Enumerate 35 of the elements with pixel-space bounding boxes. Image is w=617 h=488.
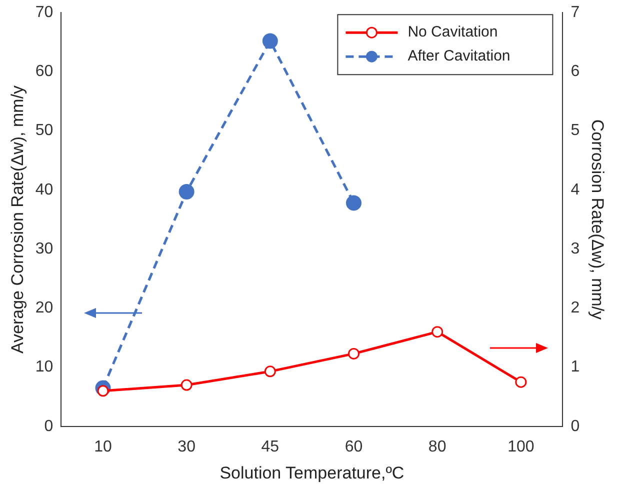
x-tick-label: 45 bbox=[261, 438, 280, 456]
legend-label: No Cavitation bbox=[408, 24, 498, 41]
x-tick-label: 60 bbox=[344, 438, 363, 456]
y2-tick-label: 6 bbox=[570, 63, 580, 80]
point bbox=[180, 379, 192, 391]
y-tick-label: 30 bbox=[35, 240, 54, 258]
y2-tick-label: 4 bbox=[570, 181, 580, 198]
point bbox=[348, 348, 360, 360]
y2-tick-label: 0 bbox=[570, 418, 580, 435]
point bbox=[178, 184, 194, 200]
x-axis-title: Solution Temperature,ºC bbox=[220, 463, 404, 482]
x-tick-label: 10 bbox=[94, 438, 112, 456]
y-tick-label: 20 bbox=[35, 300, 54, 317]
y2-tick-label: 2 bbox=[570, 300, 580, 317]
point bbox=[346, 195, 362, 211]
y-tick-label: 40 bbox=[35, 181, 54, 198]
y2-tick-label: 1 bbox=[570, 358, 580, 376]
y2-axis-title: Corrosion Rate(Δw), mm/y bbox=[588, 119, 608, 320]
y2-tick-label: 5 bbox=[570, 122, 580, 140]
point bbox=[262, 33, 278, 49]
point bbox=[515, 376, 527, 388]
y2-tick-label: 3 bbox=[570, 240, 580, 258]
y-tick-label: 60 bbox=[35, 63, 54, 80]
point bbox=[432, 326, 444, 338]
x-tick-label: 100 bbox=[508, 438, 534, 456]
point bbox=[264, 366, 276, 378]
legend-label: After Cavitation bbox=[408, 48, 510, 65]
y2-tick-label: 7 bbox=[570, 4, 580, 22]
y-tick-label: 10 bbox=[35, 358, 54, 376]
y-tick-label: 0 bbox=[44, 418, 54, 435]
y-tick-label: 50 bbox=[35, 122, 54, 140]
y-tick-label: 70 bbox=[35, 4, 54, 22]
x-tick-label: 30 bbox=[178, 438, 196, 456]
y-axis-title: Average Corrosion Rate(Δw), mm/y bbox=[8, 85, 27, 354]
x-tick-label: 80 bbox=[428, 438, 446, 456]
